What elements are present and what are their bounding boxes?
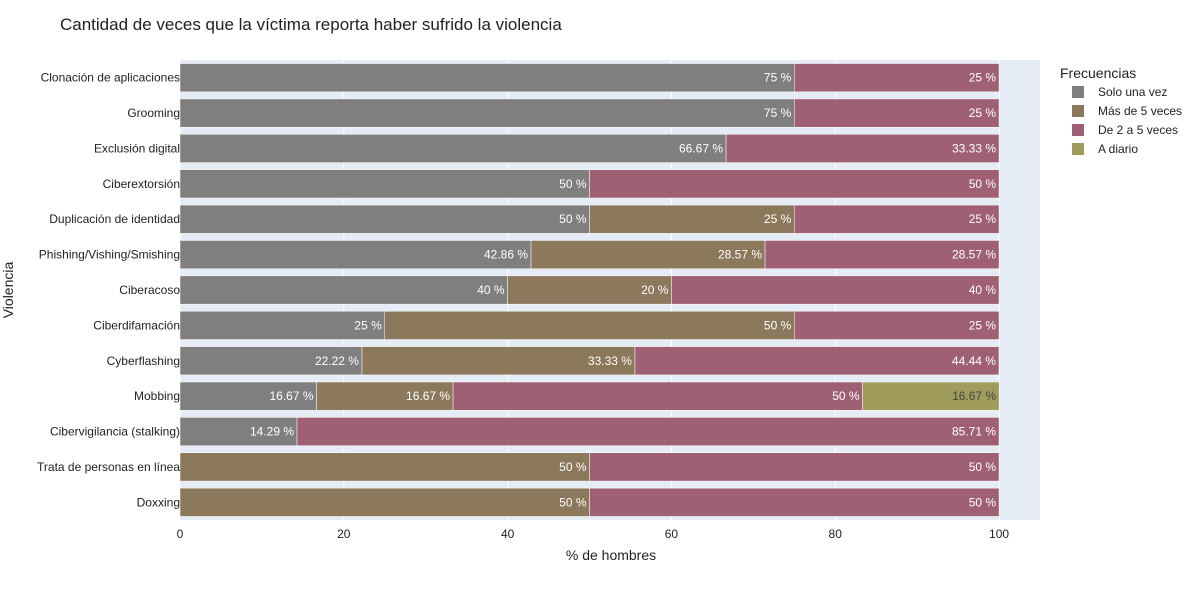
bar-value-label: 28.57 %	[718, 248, 762, 262]
legend-swatch[interactable]	[1072, 105, 1084, 117]
bar-segment[interactable]	[764, 240, 1000, 270]
bar-segment[interactable]	[179, 204, 590, 234]
bar-value-label: 25 %	[969, 71, 997, 85]
bar-value-label: 50 %	[559, 177, 587, 191]
x-tick-label: 100	[989, 527, 1009, 541]
bar-segment[interactable]	[589, 487, 1000, 517]
bar-segment[interactable]	[794, 98, 1000, 128]
bar-value-label: 85.71 %	[952, 425, 996, 439]
bars-group: 75 % 25 % 75 % 25 % 66.67 % 33.33 % 50 % 50 % 50…	[179, 63, 1000, 517]
y-tick-label: Ciberdifamación	[93, 318, 180, 332]
bar-value-label: 50 %	[559, 212, 587, 226]
y-tick-label: Phishing/Vishing/Smishing	[39, 248, 180, 262]
bar-segment[interactable]	[530, 240, 766, 270]
bar-value-label: 50 %	[764, 318, 792, 332]
legend-title: Frecuencias	[1060, 65, 1136, 81]
legend-swatch[interactable]	[1072, 143, 1084, 155]
y-tick-label: Doxxing	[137, 495, 180, 509]
bar-value-label: 28.57 %	[952, 248, 996, 262]
bar-value-label: 50 %	[969, 460, 997, 474]
x-tick-label: 20	[337, 527, 351, 541]
bar-segment[interactable]	[794, 310, 1000, 340]
bar-segment[interactable]	[179, 63, 795, 93]
bar-value-label: 16.67 %	[406, 389, 450, 403]
y-tick-label: Ciberextorsión	[103, 177, 180, 191]
bar-segment[interactable]	[794, 204, 1000, 234]
bar-value-label: 33.33 %	[588, 354, 632, 368]
bar-value-label: 75 %	[764, 71, 792, 85]
bar-value-label: 16.67 %	[269, 389, 313, 403]
y-tick-labels: Clonación de aplicaciones Grooming Exclusi…	[37, 71, 180, 510]
bar-value-label: 42.86 %	[484, 248, 528, 262]
x-tick-label: 60	[665, 527, 679, 541]
bar-segment[interactable]	[179, 98, 795, 128]
chart-title: Cantidad de veces que la víctima reporta…	[60, 15, 562, 34]
y-tick-label: Mobbing	[134, 389, 180, 403]
bar-value-label: 50 %	[559, 495, 587, 509]
bar-value-label: 25 %	[969, 106, 997, 120]
bar-segment[interactable]	[384, 310, 795, 340]
bar-value-label: 40 %	[477, 283, 505, 297]
y-tick-label: Trata de personas en línea	[37, 460, 180, 474]
bar-segment[interactable]	[507, 275, 672, 305]
bar-segment[interactable]	[179, 240, 532, 270]
bar-segment[interactable]	[179, 487, 590, 517]
bar-segment[interactable]	[179, 275, 508, 305]
bar-segment[interactable]	[296, 417, 1000, 446]
x-tick-labels: 0 20 40 60 80 100	[177, 527, 1010, 541]
y-tick-label: Duplicación de identidad	[49, 212, 180, 226]
bar-segment[interactable]	[589, 169, 1000, 199]
bar-segment[interactable]	[179, 169, 590, 199]
bar-value-label: 50 %	[969, 177, 997, 191]
legend-item-label[interactable]: Solo una vez	[1098, 85, 1167, 99]
legend-item-label[interactable]: De 2 a 5 veces	[1098, 123, 1178, 137]
bar-value-label: 25 %	[354, 318, 382, 332]
bar-segment[interactable]	[671, 275, 1000, 305]
bar-value-label: 50 %	[832, 389, 860, 403]
legend-item-label[interactable]: Más de 5 veces	[1098, 104, 1182, 118]
bar-value-label: 25 %	[969, 212, 997, 226]
legend-item-label[interactable]: A diario	[1098, 142, 1138, 156]
bar-value-label: 40 %	[969, 283, 997, 297]
y-tick-label: Clonación de aplicaciones	[41, 71, 180, 85]
bar-segment[interactable]	[794, 63, 1000, 93]
y-tick-label: Exclusión digital	[94, 141, 180, 155]
bar-value-label: 22.22 %	[315, 354, 359, 368]
y-tick-label: Grooming	[127, 106, 180, 120]
x-tick-label: 80	[829, 527, 843, 541]
bar-segment[interactable]	[634, 346, 1000, 376]
bar-segment[interactable]	[179, 452, 590, 482]
bar-segment[interactable]	[862, 381, 1000, 411]
bar-segment[interactable]	[725, 134, 1000, 163]
bar-value-label: 20 %	[641, 283, 669, 297]
bar-value-label: 44.44 %	[952, 354, 996, 368]
y-axis-label: Violencia	[0, 262, 16, 319]
x-tick-label: 40	[501, 527, 515, 541]
bar-value-label: 25 %	[764, 212, 792, 226]
bar-segment[interactable]	[179, 310, 386, 340]
y-tick-label: Cibervigilancia (stalking)	[50, 425, 180, 439]
y-tick-label: Ciberacoso	[119, 283, 180, 297]
bar-segment[interactable]	[179, 417, 298, 446]
x-tick-label: 0	[177, 527, 184, 541]
x-axis-label: % de hombres	[566, 547, 656, 563]
bar-value-label: 25 %	[969, 318, 997, 332]
bar-value-label: 50 %	[559, 460, 587, 474]
bar-segment[interactable]	[589, 204, 795, 234]
y-tick-label: Cyberflashing	[107, 354, 180, 368]
bar-segment[interactable]	[179, 134, 727, 163]
legend-swatch[interactable]	[1072, 86, 1084, 98]
bar-segment[interactable]	[179, 381, 317, 411]
bar-segment[interactable]	[452, 381, 863, 411]
bar-value-label: 33.33 %	[952, 141, 996, 155]
bar-value-label: 66.67 %	[679, 141, 723, 155]
bar-segment[interactable]	[589, 452, 1000, 482]
legend-swatch[interactable]	[1072, 124, 1084, 136]
legend[interactable]: Frecuencias Solo una vez Más de 5 veces De…	[1060, 65, 1182, 156]
bar-value-label: 14.29 %	[250, 425, 294, 439]
bar-value-label: 75 %	[764, 106, 792, 120]
bar-value-label: 16.67 %	[952, 389, 996, 403]
bar-value-label: 50 %	[969, 495, 997, 509]
